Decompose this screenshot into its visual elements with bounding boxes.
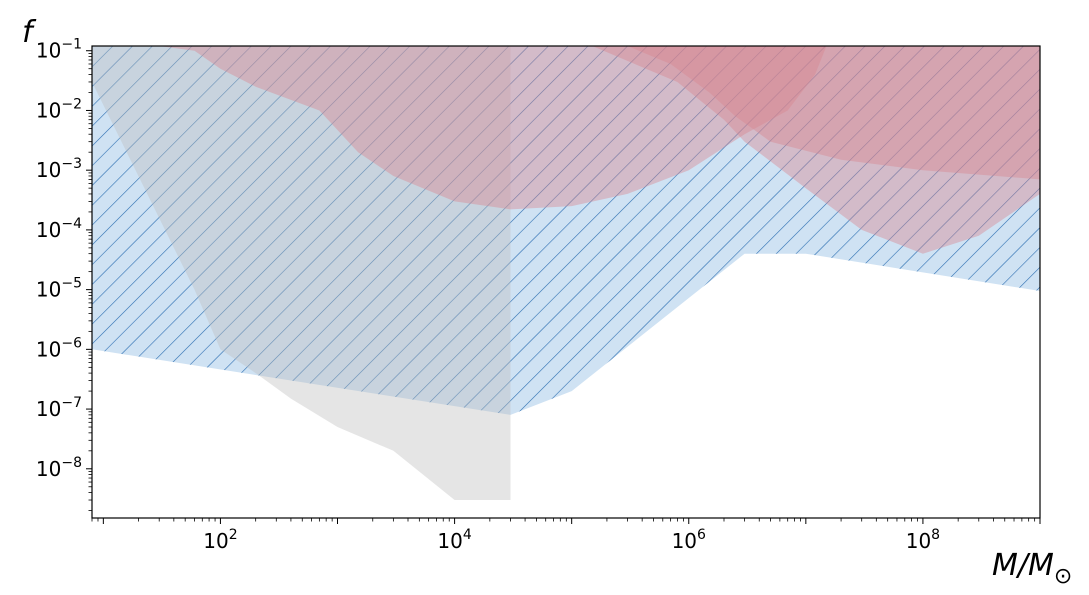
y-tick-label: 10−4 (36, 216, 82, 242)
y-axis-ticks: 10−1 10−2 10−3 10−4 10−5 10−6 10−7 10−8 (36, 37, 92, 511)
x-tick-label: 106 (672, 527, 706, 553)
x-tick-label: 104 (437, 527, 471, 553)
region-red-2 (159, 46, 827, 210)
x-axis-ticks: 102 104 106 108 (91, 518, 1041, 553)
y-tick-label: 10−3 (36, 156, 82, 182)
y-axis-label: f (22, 15, 37, 50)
x-axis-label: M/M⊙ (992, 548, 1072, 589)
region-blue-hatch (92, 46, 1040, 415)
x-tick-label: 108 (906, 527, 940, 553)
y-tick-label: 10−5 (36, 276, 82, 302)
y-tick-label: 10−1 (36, 37, 82, 63)
y-tick-label: 10−6 (36, 335, 82, 361)
region-red-3 (592, 46, 1040, 254)
y-tick-label: 10−2 (36, 96, 82, 122)
region-red-4 (627, 46, 1040, 180)
constraint-regions (92, 46, 1040, 500)
region-gray (92, 46, 511, 500)
y-tick-label: 10−8 (36, 455, 82, 481)
x-tick-label: 102 (203, 527, 237, 553)
y-tick-label: 10−7 (36, 395, 82, 421)
